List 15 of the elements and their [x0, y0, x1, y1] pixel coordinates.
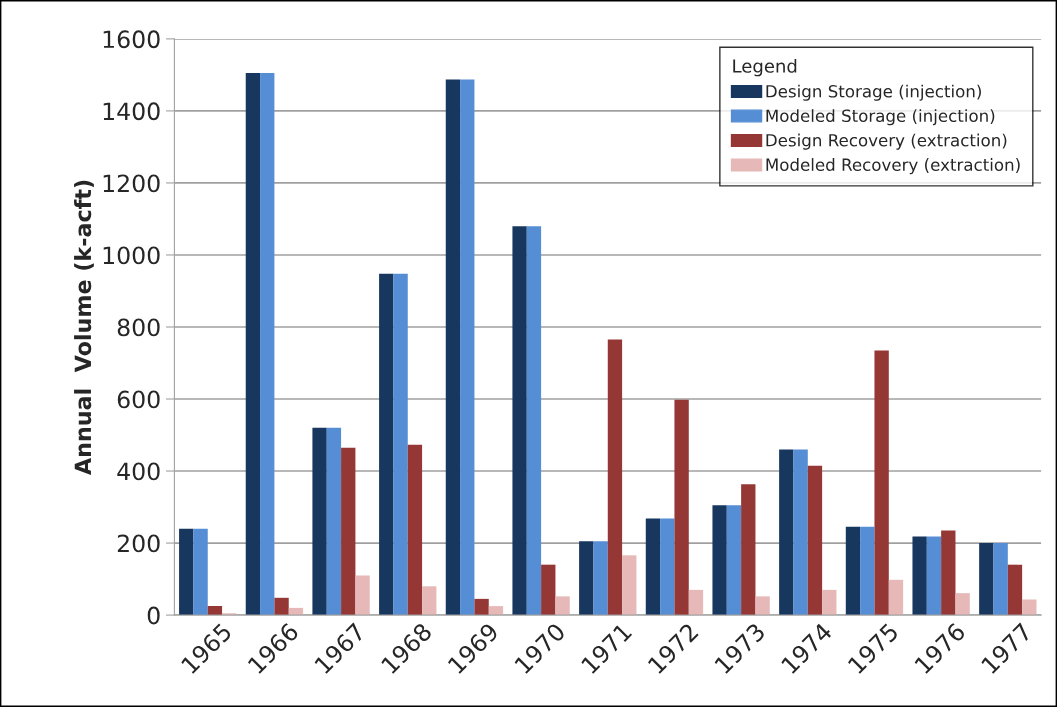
legend-label: Modeled Recovery (extraction) [766, 158, 1020, 175]
y-axis-title: Annual Volume (k-acft) [74, 180, 94, 475]
y-tick-label: 200 [117, 534, 160, 553]
y-tick-label: 1400 [103, 102, 160, 121]
y-tick-label: 1000 [103, 246, 160, 265]
y-tick-label: 0 [147, 606, 160, 625]
y-tick-label: 600 [117, 390, 160, 409]
legend-label: Design Storage (injection) [766, 84, 981, 101]
legend-title: Legend [733, 58, 797, 77]
y-tick-label: 1200 [103, 174, 160, 193]
legend-label: Modeled Storage (injection) [766, 109, 995, 126]
y-tick-label: 1600 [103, 30, 160, 49]
legend-label: Design Recovery (extraction) [766, 133, 1007, 150]
y-tick-label: 800 [117, 318, 160, 337]
y-tick-label: 400 [117, 462, 160, 481]
